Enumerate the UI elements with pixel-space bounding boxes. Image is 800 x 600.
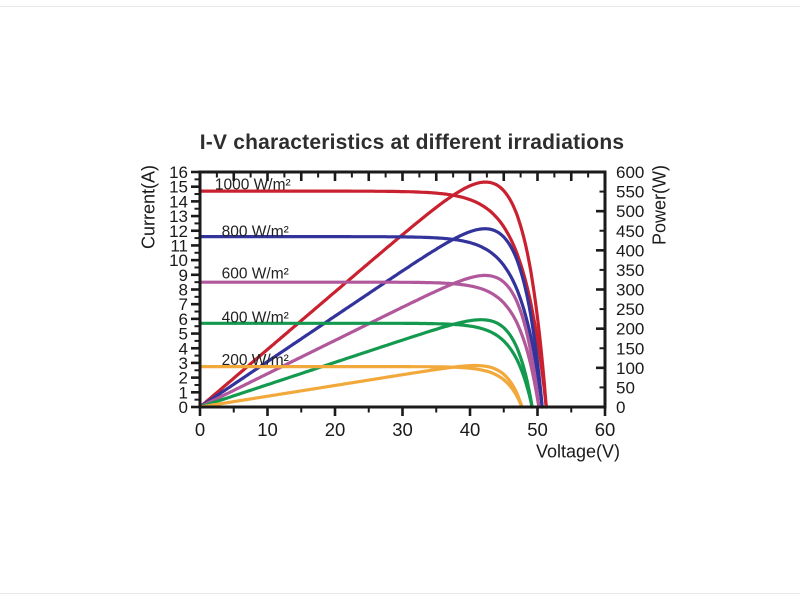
plot-frame [198,170,607,409]
y-right-tick-label: 0 [616,398,625,417]
x-axis-label: Voltage(V) [535,441,621,462]
y-left-tick-label: 4 [179,339,188,358]
y-right-tick-label: 200 [616,320,644,339]
y-left-tick-label: 15 [169,178,188,197]
x-tick-label: 60 [595,419,616,440]
pv-curve-400 [198,318,534,409]
y-left-tick-label: 6 [179,310,188,329]
series-label-200: 200 W/m² [222,352,289,369]
iv-curve-800 [198,235,544,409]
y-left-tick-label: 14 [169,192,188,211]
y-left-tick-label: 13 [169,207,188,226]
y-left-tick-label: 5 [179,325,188,344]
pv-curve-600 [198,273,541,409]
series-label-800: 800 W/m² [222,223,289,240]
y-left-tick-label: 0 [179,398,188,417]
series-label-400: 400 W/m² [222,309,289,326]
x-tick-label: 10 [257,419,278,440]
y-left-tick-label: 7 [179,295,188,314]
x-tick-label: 20 [325,419,346,440]
x-tick-label: 40 [460,419,481,440]
x-tick-label: 30 [392,419,413,440]
y-left-tick-label: 2 [179,369,188,388]
y-right-tick-label: 100 [616,359,644,378]
y-left-tick-label: 3 [179,354,188,373]
y-left-tick-label: 9 [179,266,188,285]
x-tick-label: 50 [527,419,548,440]
x-tick-label: 0 [195,419,205,440]
chart-title: I-V characteristics at different irradia… [199,131,625,154]
y-left-tick-label: 12 [169,222,188,241]
y-right-tick-label: 600 [616,163,644,182]
y-right-tick-label: 500 [616,202,644,221]
y-left-tick-label: 10 [169,251,188,270]
y-right-tick-label: 300 [616,281,644,300]
y-right-tick-label: 350 [616,261,644,280]
iv-curve-200 [198,365,524,409]
y-right-tick-label: 400 [616,241,644,260]
y-right-tick-label: 550 [616,183,644,202]
y-right-tick-label: 250 [616,300,644,319]
pv-curve-1000 [198,180,548,409]
series-label-600: 600 W/m² [222,265,289,282]
y-left-tick-label: 16 [169,163,188,182]
y-right-tick-label: 50 [616,378,635,397]
pv-curve-200 [198,363,524,409]
y-left-tick-label: 11 [170,236,188,255]
y-right-tick-label: 450 [616,222,644,241]
iv-curve-600 [198,280,541,409]
y-left-tick-label: 1 [179,383,188,402]
pv-curve-800 [198,227,544,409]
y-left-tick-label: 8 [179,281,188,300]
series-label-1000: 1000 W/m² [215,176,291,193]
page-edge-line [0,6,800,7]
iv-curve-1000 [198,189,548,409]
iv-curve-400 [198,321,534,409]
y-right-tick-label: 150 [616,339,644,358]
page-edge-line [0,593,800,594]
